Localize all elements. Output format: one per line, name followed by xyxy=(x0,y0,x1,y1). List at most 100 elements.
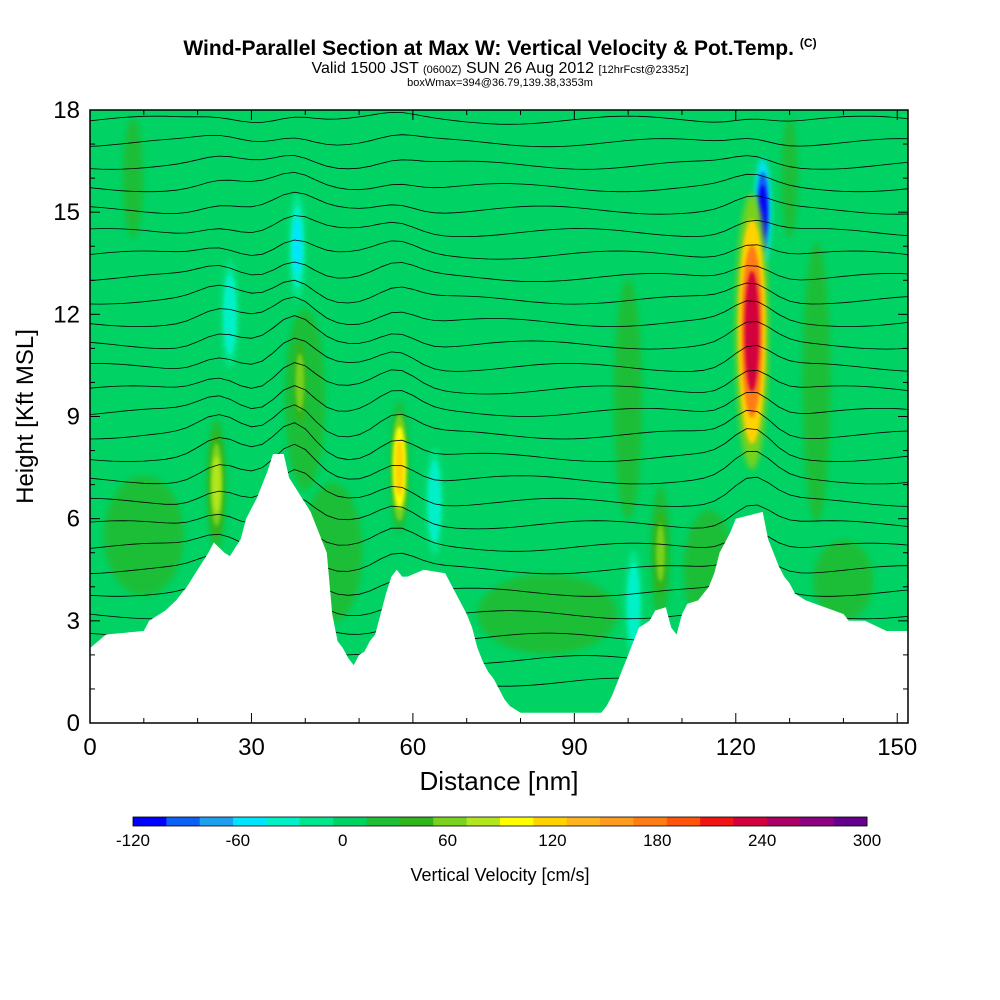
chart-subtitle: Valid 1500 JST (0600Z) SUN 26 Aug 2012 [… xyxy=(0,60,1000,78)
theta-contour xyxy=(90,497,908,530)
downdraft-contour-0 xyxy=(754,158,772,267)
theta-contour xyxy=(90,191,908,215)
theta-contour xyxy=(90,590,908,620)
theta-contour xyxy=(90,404,908,440)
valid-utc: (0600Z) xyxy=(422,64,462,76)
updraft-contour-3 xyxy=(744,270,760,392)
downdraft-contour-1 xyxy=(756,171,769,253)
downdraft-contour-0 xyxy=(288,192,306,301)
theta-contour xyxy=(90,315,908,350)
updraft-contour-1 xyxy=(391,413,408,522)
theta-contour xyxy=(90,614,908,642)
field-background xyxy=(90,110,908,723)
colorbar-swatch xyxy=(833,817,868,826)
colorbar-swatch xyxy=(399,817,434,826)
downdraft-core xyxy=(426,447,443,556)
updraft-contour-1 xyxy=(652,499,669,607)
updraft-contour-3 xyxy=(656,523,665,582)
updraft-contour-3 xyxy=(295,353,305,412)
x-tick-label: 0 xyxy=(83,734,96,761)
colorbar-swatch xyxy=(266,817,301,826)
theta-contour xyxy=(90,337,908,372)
colorbar-tick-label: 0 xyxy=(338,831,347,850)
updraft-contour-2 xyxy=(393,426,406,509)
colorbar-swatch xyxy=(299,817,334,826)
theta-contour xyxy=(90,548,908,575)
colorbar-swatch xyxy=(500,817,534,826)
terrain-mask xyxy=(90,454,908,723)
y-tick-label: 0 xyxy=(67,710,80,737)
box-info: boxWmax=394@36.79,139.38,3353m xyxy=(407,77,593,89)
downdraft-contour-1 xyxy=(290,205,304,287)
updraft-contour-2 xyxy=(210,443,223,526)
x-tick-label: 90 xyxy=(561,734,588,761)
weak-updraft-region xyxy=(614,279,643,520)
colorbar-tick-label: 240 xyxy=(748,831,776,850)
downdraft-contour-0 xyxy=(221,260,239,369)
theta-contour xyxy=(90,524,908,552)
weak-updraft-region xyxy=(683,509,734,630)
updraft-contour-2 xyxy=(654,511,667,594)
y-tick-label: 9 xyxy=(67,404,80,431)
theta-contour xyxy=(90,279,908,305)
updraft-contour-0 xyxy=(389,401,410,534)
theta-contour xyxy=(90,171,908,193)
updraft-core xyxy=(206,418,227,551)
downdraft-contour-1 xyxy=(223,273,237,355)
y-tick-label: 3 xyxy=(67,608,80,635)
downdraft-core xyxy=(221,260,239,369)
colorbar-swatch xyxy=(133,817,167,826)
x-axis-label: Distance [nm] xyxy=(420,766,579,796)
downdraft-contour-2 xyxy=(629,576,638,631)
colorbar-swatch xyxy=(666,817,701,826)
theta-contour xyxy=(90,134,908,148)
theta-contour xyxy=(90,443,908,485)
theta-contour xyxy=(90,641,908,665)
weak-updraft-region xyxy=(302,482,363,623)
y-tick-label: 18 xyxy=(53,97,80,124)
y-tick-label: 12 xyxy=(53,301,80,328)
y-axis-label: Height [Kft MSL] xyxy=(12,329,39,504)
theta-contour xyxy=(90,569,908,597)
theta-contour xyxy=(90,239,908,260)
colorbar-tick-label: -60 xyxy=(226,831,251,850)
downdraft-contour-2 xyxy=(225,287,235,342)
updraft-core xyxy=(650,486,671,619)
x-tick-label: 30 xyxy=(238,734,265,761)
forecast-info: [12hrFcst@2335z] xyxy=(598,64,689,76)
chart-title: Wind-Parallel Section at Max W: Vertical… xyxy=(0,36,1000,61)
colorbar-swatch xyxy=(766,817,801,826)
colorbar-tick-label: 120 xyxy=(538,831,566,850)
x-tick-label: 60 xyxy=(400,734,427,761)
theta-contour xyxy=(90,111,908,125)
theta-contour xyxy=(90,422,908,462)
updraft-contour-2 xyxy=(293,341,307,424)
colorbar-tick-label: 60 xyxy=(438,831,457,850)
downdraft-contour-2 xyxy=(758,185,767,240)
theta-contour xyxy=(90,385,908,417)
theta-contour xyxy=(90,261,908,282)
weak-updraft-region xyxy=(813,539,874,620)
colorbar-swatch xyxy=(233,817,267,826)
downdraft-contour-1 xyxy=(428,461,441,543)
colorbar-swatch xyxy=(800,817,835,826)
colorbar-swatch xyxy=(533,817,568,826)
updraft-contour-3 xyxy=(212,455,221,514)
colorbar-swatch xyxy=(333,817,368,826)
valid-time: Valid 1500 JST xyxy=(311,60,419,77)
updraft-contour-3 xyxy=(395,438,404,497)
theta-contour xyxy=(90,215,908,238)
colorbar-swatch xyxy=(199,817,234,826)
colorbar-swatch xyxy=(366,817,401,826)
colorbar-tick-label: 300 xyxy=(853,831,881,850)
theta-contour xyxy=(90,155,908,170)
updraft-contour-2 xyxy=(741,245,763,418)
copyright-mark: (C) xyxy=(799,36,817,50)
y-tick-label: 6 xyxy=(67,506,80,533)
updraft-contour-0 xyxy=(206,418,227,551)
theta-contour xyxy=(90,469,908,507)
updraft-contour-1 xyxy=(291,328,308,437)
updraft-contour-0 xyxy=(735,193,769,470)
theta-contour xyxy=(90,362,908,395)
